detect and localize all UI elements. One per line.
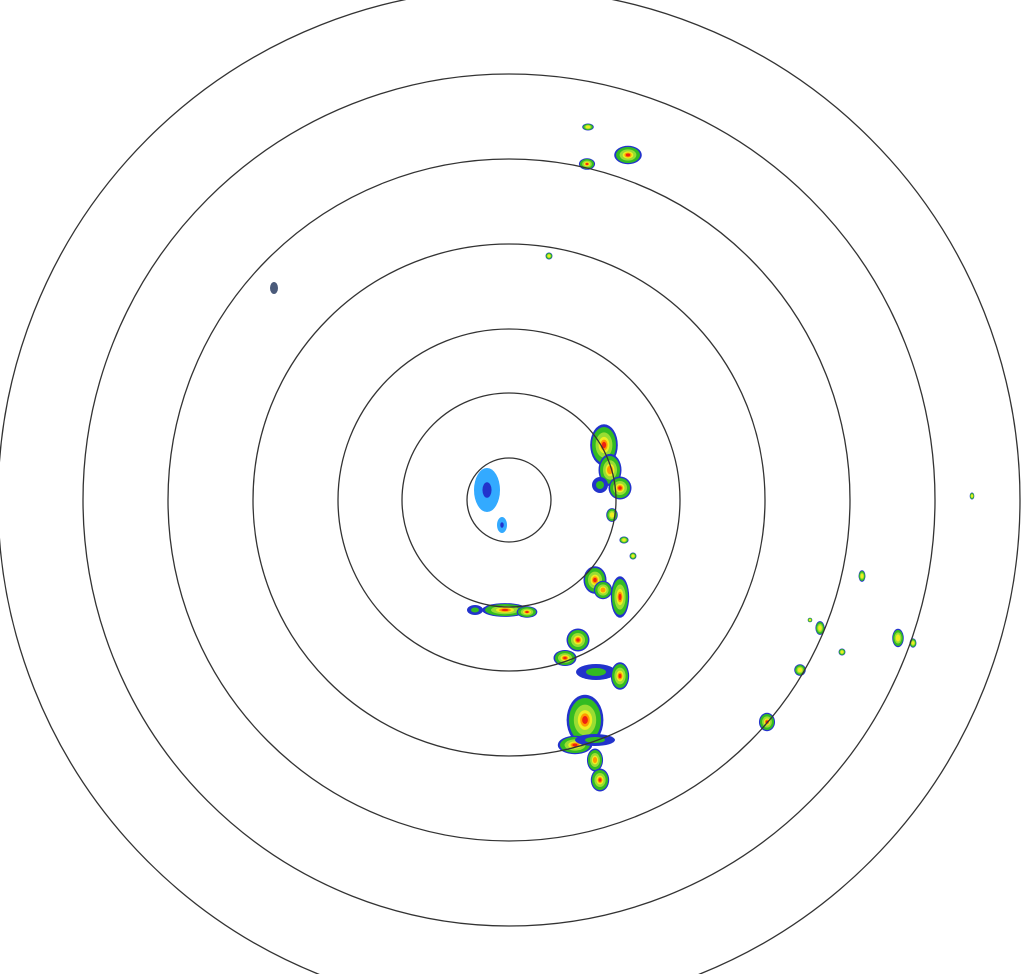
echo-cell	[619, 536, 629, 544]
echo-cell	[838, 648, 846, 656]
echo-cell	[586, 748, 604, 772]
echo-cell	[545, 252, 553, 260]
echo-cell	[578, 158, 596, 170]
echo-cell	[614, 145, 642, 165]
range-ring-5	[167, 158, 851, 842]
echo-cell	[566, 628, 590, 652]
echo-cell	[590, 768, 610, 792]
echo-cell	[807, 617, 813, 623]
range-ring-4	[252, 243, 766, 757]
echo-cell	[608, 476, 632, 500]
echo-cell	[516, 606, 538, 618]
range-ring-6	[82, 73, 936, 927]
range-ring-3	[337, 328, 681, 672]
echo-cell	[582, 123, 594, 131]
range-ring-1	[466, 457, 552, 543]
echo-cell	[497, 517, 507, 533]
precipitation-echoes	[270, 123, 975, 792]
echo-cell	[553, 649, 577, 667]
echo-cell	[592, 477, 608, 493]
echo-cell	[566, 694, 604, 746]
echo-cell	[815, 621, 825, 635]
echo-cell	[593, 580, 613, 600]
echo-cell	[576, 664, 616, 680]
echo-cell	[467, 605, 483, 615]
echo-cell	[629, 552, 637, 560]
echo-cell	[610, 662, 630, 690]
range-ring-2	[401, 392, 617, 608]
echo-cell	[610, 576, 630, 618]
echo-cell	[858, 570, 866, 582]
echo-cell	[892, 628, 904, 648]
echo-cell	[270, 282, 278, 294]
echo-cell	[969, 492, 975, 500]
echo-cell	[474, 468, 500, 512]
